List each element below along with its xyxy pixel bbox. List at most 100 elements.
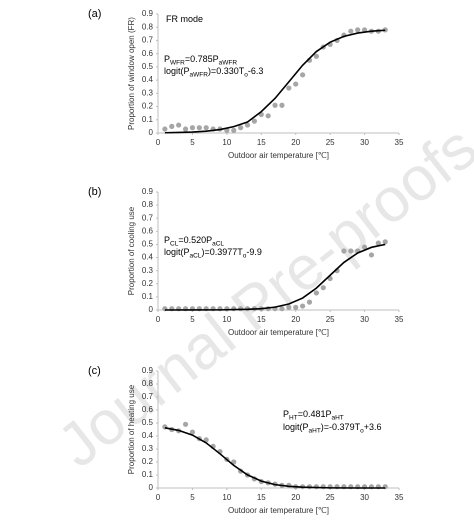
fit-line xyxy=(164,29,386,134)
y-tick-label: 0.8 xyxy=(142,379,154,388)
data-point xyxy=(293,81,299,87)
x-tick-label: 20 xyxy=(291,138,300,147)
data-point xyxy=(375,240,381,246)
data-point xyxy=(182,421,189,427)
data-point xyxy=(368,252,375,258)
y-tick-label: 0.3 xyxy=(142,88,154,97)
annotation-part: aCL xyxy=(212,240,224,247)
data-point xyxy=(231,127,237,133)
data-point xyxy=(244,122,251,128)
annotation-part: aWFR xyxy=(190,71,209,78)
y-axis-title: Proportion of heating use xyxy=(127,384,136,474)
annotation: PCL=0.520PaCL xyxy=(164,235,224,247)
annotation-part: WFR xyxy=(170,59,185,66)
annotation-part: P xyxy=(164,54,170,64)
annotation-part: aHT xyxy=(331,414,343,421)
x-tick-label: 5 xyxy=(190,315,195,324)
x-tick-label: 10 xyxy=(222,315,231,324)
data-point xyxy=(382,239,388,245)
x-tick-label: 25 xyxy=(326,138,335,147)
annotation-part: +3.6 xyxy=(364,422,382,432)
annotation-part: o xyxy=(243,252,247,259)
annotation-part: =0.481 xyxy=(298,409,326,419)
y-tick-label: 0.2 xyxy=(142,457,154,466)
y-tick-label: 0.9 xyxy=(142,9,154,18)
x-axis-title: Outdoor air temperature [℃] xyxy=(228,328,329,337)
x-tick-label: 5 xyxy=(190,138,195,147)
y-tick-label: 0.6 xyxy=(142,49,154,58)
x-tick-label: 15 xyxy=(257,315,266,324)
x-tick-label: 15 xyxy=(257,138,266,147)
annotation-part: CL xyxy=(170,240,179,247)
fit-line xyxy=(164,243,386,311)
data-point xyxy=(279,102,285,108)
data-point xyxy=(176,122,182,128)
data-point xyxy=(169,123,175,129)
x-tick-label: 0 xyxy=(156,493,161,502)
y-tick-label: 0.7 xyxy=(142,213,154,222)
annotation-part: FR mode xyxy=(166,14,203,24)
annotation-part: P xyxy=(283,409,289,419)
x-tick-label: 0 xyxy=(156,315,161,324)
annotation-part: =0.785 xyxy=(185,54,213,64)
annotation-part: )=0.330 xyxy=(208,66,239,76)
data-point xyxy=(341,248,347,254)
x-axis-title: Outdoor air temperature [℃] xyxy=(228,506,329,515)
annotation-part: logit(P xyxy=(164,247,190,257)
annotation-part: P xyxy=(206,235,212,245)
annotation-part: -6.3 xyxy=(248,66,264,76)
panel-label: (c) xyxy=(88,365,101,377)
y-axis-title: Proportion of window open (FR) xyxy=(127,17,136,130)
x-tick-label: 20 xyxy=(291,493,300,502)
x-axis-title: Outdoor air temperature [℃] xyxy=(228,151,329,160)
x-tick-label: 20 xyxy=(291,315,300,324)
y-tick-label: 0 xyxy=(149,128,154,137)
data-point xyxy=(162,126,168,132)
y-tick-label: 0.6 xyxy=(142,405,154,414)
y-tick-label: 0.3 xyxy=(142,444,154,453)
x-tick-label: 5 xyxy=(190,493,195,502)
data-point xyxy=(272,102,278,108)
annotation-part: o xyxy=(360,427,364,434)
y-tick-label: 0.5 xyxy=(142,418,154,427)
annotation: PWFR=0.785PaWFR xyxy=(164,54,237,66)
panel-label: (b) xyxy=(88,186,101,198)
data-point xyxy=(238,125,244,131)
y-tick-label: 0.3 xyxy=(142,266,154,275)
annotation: PHT=0.481PaHT xyxy=(283,409,344,421)
y-tick-label: 0.6 xyxy=(142,226,154,235)
y-tick-label: 0.4 xyxy=(142,253,154,262)
data-point xyxy=(279,306,285,312)
x-tick-label: 0 xyxy=(156,138,161,147)
data-point xyxy=(320,285,326,291)
annotation-part: aCL xyxy=(190,252,202,259)
data-point xyxy=(300,303,306,309)
data-point xyxy=(203,125,209,131)
annotation-part: )=0.3977 xyxy=(201,247,237,257)
x-tick-label: 10 xyxy=(222,493,231,502)
y-tick-label: 0.8 xyxy=(142,22,154,31)
y-tick-label: 0.2 xyxy=(142,279,154,288)
y-tick-label: 0 xyxy=(149,305,154,314)
data-point xyxy=(361,244,368,250)
data-point xyxy=(313,290,319,296)
data-point xyxy=(251,118,257,124)
x-tick-label: 35 xyxy=(395,315,404,324)
watermark: Journal Pre-proofs xyxy=(45,113,474,481)
y-tick-label: 0.5 xyxy=(142,240,154,249)
annotation-part: P xyxy=(325,409,331,419)
data-point xyxy=(306,299,313,305)
annotation-part: aWFR xyxy=(219,59,238,66)
y-tick-label: 0.1 xyxy=(142,292,154,301)
y-tick-label: 0.4 xyxy=(142,75,154,84)
x-tick-label: 35 xyxy=(395,493,404,502)
data-point xyxy=(182,126,189,132)
annotation: logit(PaHT)=-0.379To+3.6 xyxy=(283,422,381,434)
x-tick-label: 10 xyxy=(222,138,231,147)
y-tick-label: 0.4 xyxy=(142,431,154,440)
x-tick-label: 35 xyxy=(395,138,404,147)
y-tick-label: 0.9 xyxy=(142,366,154,375)
data-point xyxy=(313,53,319,59)
y-tick-label: 0.9 xyxy=(142,187,154,196)
